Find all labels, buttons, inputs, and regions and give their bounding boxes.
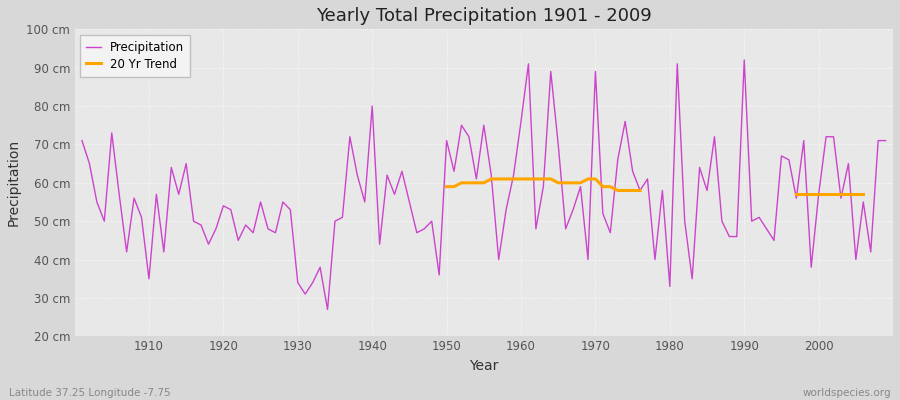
- 20 Yr Trend: [441, 184, 452, 189]
- Precipitation: [136, 215, 147, 220]
- Precipitation: [880, 138, 891, 143]
- 20 Yr Trend: [560, 180, 571, 185]
- 20 Yr Trend: [493, 176, 504, 181]
- Text: worldspecies.org: worldspecies.org: [803, 388, 891, 398]
- 20 Yr Trend: [582, 176, 593, 181]
- 20 Yr Trend: [538, 176, 549, 181]
- 20 Yr Trend: [598, 184, 608, 189]
- 20 Yr Trend: [508, 176, 519, 181]
- 20 Yr Trend: [500, 176, 511, 181]
- Text: Latitude 37.25 Longitude -7.75: Latitude 37.25 Longitude -7.75: [9, 388, 171, 398]
- Precipitation: [523, 62, 534, 66]
- Precipitation: [612, 157, 623, 162]
- Line: 20 Yr Trend: 20 Yr Trend: [446, 179, 640, 190]
- 20 Yr Trend: [620, 188, 631, 193]
- 20 Yr Trend: [605, 184, 616, 189]
- Precipitation: [76, 138, 87, 143]
- Precipitation: [516, 119, 526, 124]
- 20 Yr Trend: [575, 180, 586, 185]
- 20 Yr Trend: [568, 180, 579, 185]
- Precipitation: [322, 307, 333, 312]
- 20 Yr Trend: [612, 188, 623, 193]
- 20 Yr Trend: [627, 188, 638, 193]
- Precipitation: [739, 58, 750, 62]
- Line: Precipitation: Precipitation: [82, 60, 886, 310]
- 20 Yr Trend: [530, 176, 541, 181]
- Legend: Precipitation, 20 Yr Trend: Precipitation, 20 Yr Trend: [80, 35, 190, 76]
- 20 Yr Trend: [471, 180, 482, 185]
- Y-axis label: Precipitation: Precipitation: [7, 139, 21, 226]
- X-axis label: Year: Year: [469, 359, 499, 373]
- 20 Yr Trend: [464, 180, 474, 185]
- Precipitation: [300, 292, 310, 296]
- Precipitation: [352, 173, 363, 178]
- 20 Yr Trend: [448, 184, 459, 189]
- Title: Yearly Total Precipitation 1901 - 2009: Yearly Total Precipitation 1901 - 2009: [316, 7, 652, 25]
- 20 Yr Trend: [486, 176, 497, 181]
- 20 Yr Trend: [553, 180, 563, 185]
- 20 Yr Trend: [516, 176, 526, 181]
- 20 Yr Trend: [634, 188, 645, 193]
- 20 Yr Trend: [523, 176, 534, 181]
- 20 Yr Trend: [590, 176, 601, 181]
- 20 Yr Trend: [545, 176, 556, 181]
- 20 Yr Trend: [456, 180, 467, 185]
- 20 Yr Trend: [479, 180, 490, 185]
